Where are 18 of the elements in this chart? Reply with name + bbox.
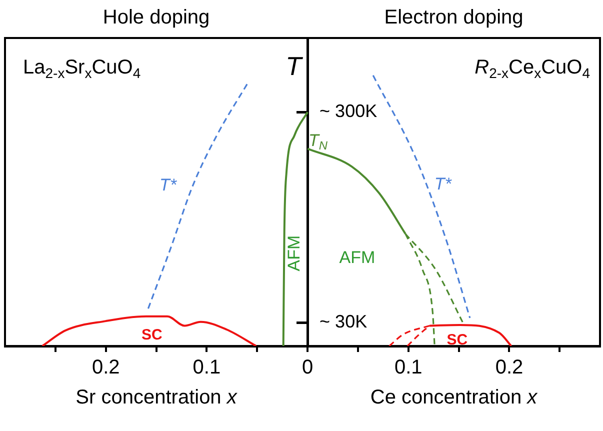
text: Hole doping	[102, 6, 210, 29]
y-tick-label: ~ 30K	[320, 312, 368, 332]
text: Sr concentration x	[76, 386, 238, 409]
text: Ce concentration x	[370, 386, 538, 409]
annotation: SC	[446, 332, 468, 349]
x-tick-label: 0.1	[192, 356, 221, 379]
y-axis-title: T	[286, 51, 304, 82]
annotation: AFM	[284, 235, 304, 272]
x-tick-label: 0	[302, 356, 314, 379]
text: Electron doping	[384, 6, 524, 29]
annotation: T*	[160, 176, 178, 195]
annotation: T*	[434, 174, 453, 194]
x-tick-label: 0.2	[92, 356, 120, 379]
x-tick-label: 0.2	[495, 356, 524, 379]
y-tick-label: ~ 300K	[320, 101, 378, 122]
x-tick-label: 0.1	[394, 356, 422, 379]
annotation: SC	[142, 326, 163, 344]
annotation: AFM	[339, 248, 376, 267]
